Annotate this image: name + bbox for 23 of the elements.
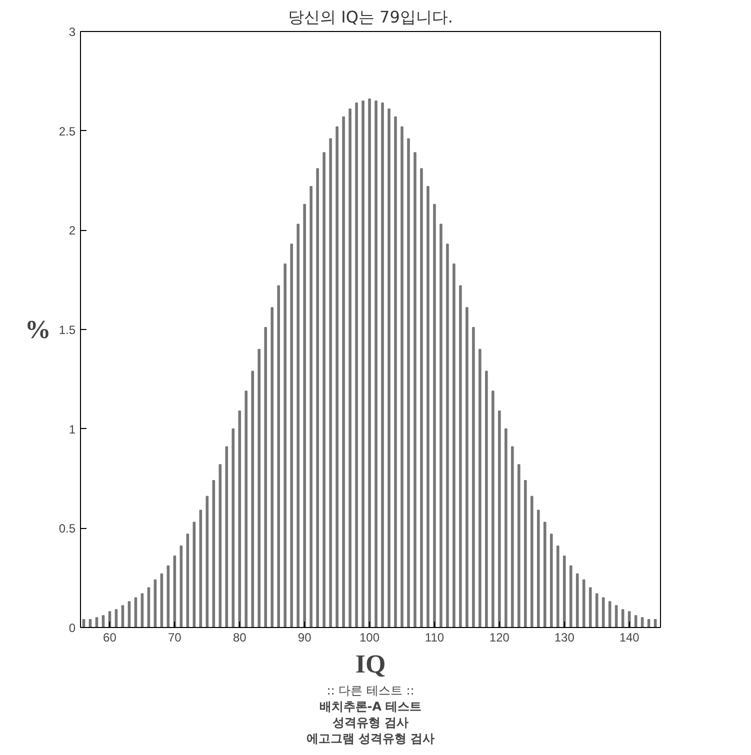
x-tick-label: 90 [298, 630, 312, 644]
y-tick-label: 0.5 [58, 522, 76, 536]
y-axis-title: % [24, 315, 51, 344]
x-tick-label: 140 [619, 630, 640, 644]
y-tick-label: 3 [68, 25, 76, 39]
text: 성격유형 검사 [332, 716, 409, 730]
text: :: 다른 테스트 :: [326, 684, 414, 698]
x-tick-label: 100 [360, 630, 380, 644]
x-tick-label: 60 [103, 630, 117, 644]
x-tick-label: 70 [168, 630, 182, 644]
y-tick-label: 1 [68, 422, 76, 436]
y-tick-label: 2.5 [58, 124, 76, 138]
text: 배치추론-A 테스트 [319, 700, 422, 714]
y-tick-label: 2 [68, 224, 76, 238]
x-tick-label: 130 [554, 630, 575, 644]
y-tick-label: 1.5 [58, 323, 76, 337]
y-tick-label: 0 [68, 621, 76, 635]
x-tick-label: 110 [424, 630, 444, 644]
x-axis-title: IQ [355, 650, 386, 678]
chart-title: 당신의 IQ는 79입니다. [288, 8, 453, 26]
text: 에고그램 성격유형 검사 [306, 732, 435, 746]
x-tick-label: 120 [489, 630, 510, 644]
x-tick-label: 80 [232, 630, 247, 644]
